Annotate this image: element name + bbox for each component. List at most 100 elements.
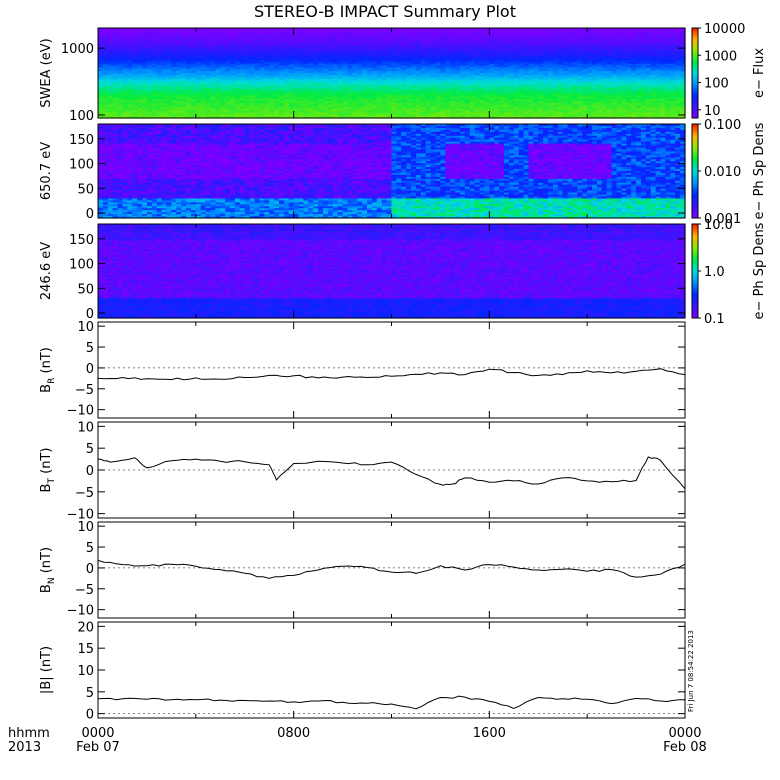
heatmap-cell — [469, 33, 476, 37]
heatmap-cell — [601, 50, 608, 53]
heatmap-cell — [357, 69, 363, 72]
heatmap-cell — [523, 43, 530, 46]
heatmap-cell — [230, 74, 236, 78]
heatmap-cell — [572, 99, 578, 102]
heatmap-cell — [557, 61, 564, 65]
heatmap-cell — [215, 91, 221, 95]
heatmap-cell — [186, 76, 192, 80]
heatmap-cell — [596, 43, 603, 46]
heatmap-cell — [533, 48, 539, 52]
heatmap-cell — [411, 44, 417, 48]
heatmap-cell — [577, 99, 583, 102]
heatmap-cell — [479, 54, 486, 57]
heatmap-cell — [122, 106, 128, 110]
heatmap-cell — [347, 86, 353, 89]
heatmap-cell — [596, 101, 603, 104]
heatmap-cell — [504, 104, 510, 108]
heatmap-cell — [455, 59, 461, 63]
heatmap-cell — [117, 101, 124, 104]
heatmap-cell — [528, 99, 534, 102]
heatmap-cell — [225, 80, 231, 83]
heatmap-cell — [469, 74, 476, 78]
heatmap-cell — [107, 59, 114, 63]
heatmap-cell — [156, 88, 163, 91]
heatmap-cell — [459, 101, 466, 104]
heatmap-cell — [332, 33, 339, 37]
heatmap-cell — [298, 89, 305, 93]
heatmap-cell — [274, 95, 280, 98]
heatmap-cell — [264, 65, 270, 68]
heatmap-cell — [249, 56, 256, 59]
heatmap-cell — [102, 82, 109, 85]
heatmap-cell — [538, 50, 544, 53]
heatmap-cell — [205, 71, 212, 74]
heatmap-cell — [538, 74, 544, 78]
heatmap-cell — [117, 108, 124, 112]
heatmap-cell — [425, 114, 432, 117]
heatmap-cell — [151, 91, 158, 95]
heatmap-cell — [210, 39, 216, 42]
heatmap-cell — [102, 86, 109, 89]
heatmap-cell — [425, 93, 432, 97]
heatmap-cell — [430, 31, 437, 35]
heatmap-cell — [596, 74, 603, 78]
heatmap-cell — [523, 84, 530, 87]
heatmap-cell — [254, 54, 261, 57]
heatmap-cell — [210, 116, 216, 119]
heatmap-cell — [430, 46, 437, 50]
heatmap-cell — [474, 116, 481, 119]
heatmap-cell — [342, 97, 349, 100]
heatmap-cell — [269, 44, 275, 48]
heatmap-cell — [146, 46, 153, 50]
heatmap-cell — [357, 114, 363, 117]
heatmap-cell — [161, 114, 168, 117]
heatmap-cell — [122, 89, 128, 93]
heatmap-cell — [288, 104, 295, 108]
heatmap-cell — [293, 33, 300, 37]
heatmap-cell — [450, 61, 456, 65]
heatmap-cell — [415, 46, 422, 50]
heatmap-cell — [538, 44, 544, 48]
heatmap-cell — [313, 67, 319, 70]
heatmap-cell — [215, 80, 221, 83]
heatmap-cell — [582, 31, 588, 35]
heatmap-cell — [513, 69, 520, 72]
heatmap-cell — [122, 54, 128, 57]
heatmap-cell — [269, 80, 275, 83]
heatmap-cell — [298, 82, 305, 85]
heatmap-cell — [220, 110, 226, 113]
heatmap-cell — [132, 80, 138, 83]
heatmap-cell — [508, 41, 515, 44]
heatmap-cell — [239, 29, 246, 33]
heatmap-cell — [181, 71, 187, 74]
heatmap-cell — [420, 56, 427, 59]
heatmap-cell — [259, 71, 265, 74]
heatmap-cell — [117, 31, 124, 35]
heatmap-cell — [459, 35, 466, 38]
heatmap-cell — [313, 112, 319, 115]
heatmap-cell — [347, 114, 353, 117]
heatmap-cell — [577, 28, 583, 31]
heatmap-cell — [420, 93, 427, 97]
heatmap-cell — [318, 116, 324, 119]
heatmap-cell — [195, 95, 202, 98]
heatmap-cell — [259, 97, 265, 100]
heatmap-cell — [166, 39, 172, 42]
heatmap-cell — [264, 76, 270, 80]
heatmap-cell — [518, 46, 525, 50]
heatmap-cell — [269, 89, 275, 93]
heatmap-cell — [533, 67, 539, 70]
heatmap-cell — [582, 74, 588, 78]
heatmap-cell — [445, 48, 451, 52]
heatmap-cell — [132, 84, 138, 87]
heatmap-cell — [401, 108, 407, 112]
heatmap-cell — [533, 59, 539, 63]
heatmap-cell — [562, 116, 569, 119]
heatmap-cell — [587, 69, 593, 72]
heatmap-cell — [396, 31, 402, 35]
heatmap-cell — [161, 108, 168, 112]
heatmap-cell — [474, 91, 481, 95]
heatmap-cell — [445, 78, 451, 82]
heatmap-cell — [347, 52, 353, 55]
heatmap-cell — [425, 116, 432, 119]
